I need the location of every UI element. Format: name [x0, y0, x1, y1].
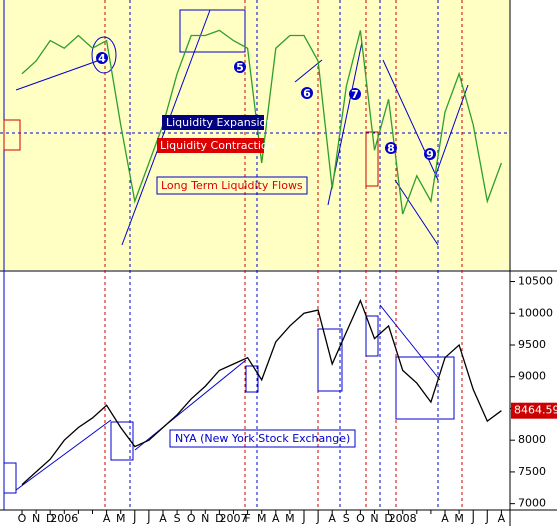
series-label-box [169, 429, 356, 448]
y-tick-label: 7500 [518, 465, 546, 478]
x-tick-label: 2007 [220, 512, 248, 525]
cycle-marker [349, 88, 361, 100]
x-tick-label: O [356, 512, 365, 525]
cycle-number: 7 [351, 88, 359, 101]
cycle-number: 5 [236, 61, 244, 74]
legend-contraction-box [157, 138, 264, 153]
x-tick-label: A [328, 512, 336, 525]
cycle-marker [301, 87, 313, 99]
y-tick-label: 10500 [518, 275, 553, 288]
x-tick-label: J [485, 512, 489, 525]
x-tick-label: M [285, 512, 295, 525]
x-tick-label: 2008 [389, 512, 417, 525]
y-tick-label: 7000 [518, 497, 546, 510]
x-tick-label: N [32, 512, 40, 525]
x-tick-label: M [116, 512, 126, 525]
x-tick-label: M [454, 512, 464, 525]
cycle-marker [234, 61, 246, 73]
x-tick-label: J [132, 512, 136, 525]
x-tick-label: M [257, 512, 267, 525]
last-value-label: 8464.59 [514, 404, 557, 417]
x-tick-label: J [471, 512, 475, 525]
series-label: NYA (New York Stock Exchange) [175, 432, 350, 445]
x-tick-label: A [159, 512, 167, 525]
x-tick-label: O [187, 512, 196, 525]
series-line [21, 298, 502, 486]
cycle-number: 4 [98, 52, 106, 65]
legend-expansion-box [162, 115, 264, 130]
x-tick-label: 2006 [50, 512, 78, 525]
x-tick-label: O [18, 512, 27, 525]
x-tick-label: N [201, 512, 209, 525]
y-tick-label: 9000 [518, 370, 546, 383]
cycle-number: 6 [303, 87, 311, 100]
legend-contraction: Liquidity Contraction [160, 139, 275, 152]
flows-label: Long Term Liquidity Flows [161, 179, 303, 192]
x-tick-label: S [343, 512, 350, 525]
x-tick-label: A [441, 512, 449, 525]
y-tick-label: 9500 [518, 338, 546, 351]
x-tick-label: A [272, 512, 280, 525]
x-tick-label: J [301, 512, 305, 525]
bottom-panel [0, 272, 510, 510]
series-line [21, 29, 503, 215]
cycle-marker [96, 52, 108, 64]
x-tick-label: J [315, 512, 319, 525]
x-tick-label: N [370, 512, 378, 525]
cycle-marker [424, 148, 436, 160]
x-tick-label: F [244, 512, 250, 525]
cycle-number: 9 [426, 148, 434, 161]
x-tick-label: S [174, 512, 181, 525]
cycle-marker [385, 142, 397, 154]
y-tick-label: 8000 [518, 433, 546, 446]
x-tick-label: J [146, 512, 150, 525]
cycle-lines [3, 0, 463, 510]
x-tick-label: D [384, 512, 392, 525]
cycle-number: 8 [387, 142, 395, 155]
x-tick-label: A [103, 512, 111, 525]
x-tick-label: A [498, 512, 506, 525]
x-tick-label: D [215, 512, 223, 525]
last-value-box [511, 402, 557, 419]
legend-expansion: Liquidity Expansion [166, 116, 273, 129]
y-tick-label: 10000 [518, 306, 553, 319]
top-panel [0, 0, 510, 270]
flows-box [156, 176, 308, 195]
x-tick-label: D [46, 512, 54, 525]
